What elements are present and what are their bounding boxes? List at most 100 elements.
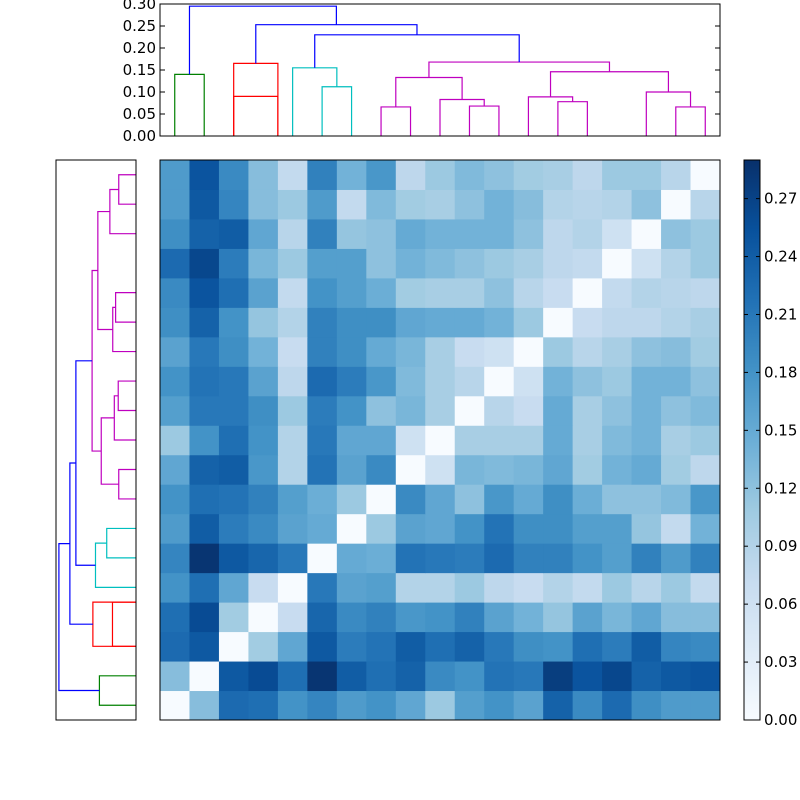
heatmap-cell (572, 425, 603, 456)
heatmap-cell (572, 336, 603, 367)
top-dendrogram-tick-label: 0.00 (123, 127, 156, 145)
heatmap-cell (425, 277, 456, 308)
heatmap-cell (307, 189, 338, 220)
heatmap-cell (189, 572, 220, 603)
heatmap-cell (277, 661, 308, 692)
heatmap-cell (513, 366, 544, 397)
heatmap-cell (631, 218, 662, 249)
heatmap-cell (513, 454, 544, 485)
heatmap-cell (543, 160, 574, 190)
colorbar (744, 160, 760, 720)
heatmap-cell (366, 454, 397, 485)
heatmap-cell (513, 336, 544, 367)
heatmap-cell (690, 454, 721, 485)
heatmap-cell (336, 277, 367, 308)
heatmap-cell (602, 513, 633, 544)
heatmap-cell (218, 572, 249, 603)
heatmap-cell (543, 307, 574, 338)
heatmap-cell (218, 661, 249, 692)
heatmap-cell (307, 218, 338, 249)
top-dendrogram-link (188, 5, 337, 75)
heatmap-cell (366, 277, 397, 308)
heatmap-cell (189, 160, 220, 190)
heatmap-cell (218, 160, 249, 190)
heatmap-cell (484, 484, 515, 515)
heatmap-cell (572, 690, 603, 721)
heatmap-cell (572, 366, 603, 397)
heatmap-cell (307, 454, 338, 485)
heatmap-cell (631, 602, 662, 633)
heatmap-cell (543, 366, 574, 397)
heatmap-cell (307, 366, 338, 397)
heatmap-cell (307, 690, 338, 721)
heatmap-cell (425, 602, 456, 633)
heatmap-cell (277, 160, 308, 190)
heatmap-cell (248, 631, 279, 662)
heatmap-cell (425, 690, 456, 721)
heatmap-cell (454, 425, 485, 456)
heatmap-cell (484, 366, 515, 397)
heatmap-cell (218, 543, 249, 574)
heatmap-cell (366, 631, 397, 662)
heatmap-cell (661, 248, 692, 279)
heatmap-cell (543, 218, 574, 249)
heatmap-cell (307, 631, 338, 662)
heatmap-cell (277, 395, 308, 426)
heatmap-cell (661, 307, 692, 338)
heatmap-cell (277, 425, 308, 456)
top-dendrogram-tick-label: 0.25 (123, 17, 156, 35)
heatmap-cell (277, 218, 308, 249)
heatmap-cell (572, 661, 603, 692)
heatmap-cell (218, 277, 249, 308)
heatmap-cell (454, 572, 485, 603)
left-dendrogram-link (58, 543, 100, 692)
heatmap-cell (690, 484, 721, 515)
heatmap-cell (366, 425, 397, 456)
heatmap-cell (307, 484, 338, 515)
heatmap-cell (336, 248, 367, 279)
colorbar-tick-label: 0.09 (764, 537, 797, 555)
heatmap-cell (631, 631, 662, 662)
heatmap-cell (543, 395, 574, 426)
heatmap-cell (160, 661, 190, 692)
heatmap-cell (218, 484, 249, 515)
heatmap-cell (218, 425, 249, 456)
heatmap-cell (307, 602, 338, 633)
heatmap-cell (572, 513, 603, 544)
heatmap-cell (602, 631, 633, 662)
heatmap-cell (248, 454, 279, 485)
heatmap (160, 160, 721, 721)
heatmap-cell (484, 425, 515, 456)
heatmap-cell (425, 307, 456, 338)
colorbar-tick-label: 0.18 (764, 363, 797, 381)
heatmap-cell (277, 336, 308, 367)
heatmap-cell (690, 248, 721, 279)
heatmap-cell (395, 602, 426, 633)
heatmap-cell (631, 248, 662, 279)
heatmap-cell (336, 218, 367, 249)
heatmap-cell (572, 602, 603, 633)
heatmap-cell (543, 454, 574, 485)
heatmap-cell (395, 336, 426, 367)
top-dendrogram-tick-label: 0.30 (123, 0, 156, 13)
heatmap-cell (454, 395, 485, 426)
heatmap-cell (661, 395, 692, 426)
heatmap-cell (454, 602, 485, 633)
heatmap-cell (160, 631, 190, 662)
heatmap-cell (631, 307, 662, 338)
heatmap-cell (631, 572, 662, 603)
heatmap-cell (543, 484, 574, 515)
heatmap-cell (336, 484, 367, 515)
heatmap-cell (513, 513, 544, 544)
heatmap-cell (366, 484, 397, 515)
heatmap-cell (631, 454, 662, 485)
heatmap-cell (454, 160, 485, 190)
heatmap-cell (631, 395, 662, 426)
colorbar-tick-label: 0.00 (764, 711, 797, 729)
heatmap-cell (277, 602, 308, 633)
heatmap-cell (425, 631, 456, 662)
heatmap-cell (661, 572, 692, 603)
heatmap-cell (395, 425, 426, 456)
heatmap-cell (602, 661, 633, 692)
heatmap-cell (513, 484, 544, 515)
